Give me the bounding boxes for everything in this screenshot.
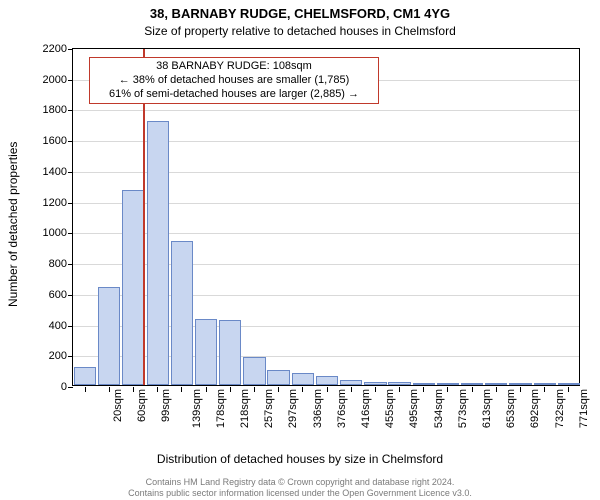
footer-line-1: Contains HM Land Registry data © Crown c… — [0, 477, 600, 487]
histogram-bar — [171, 241, 193, 385]
x-tick-label: 732sqm — [554, 389, 566, 428]
x-tick-mark — [423, 387, 424, 392]
y-tick-mark — [68, 264, 73, 265]
y-tick-mark — [68, 49, 73, 50]
histogram-bar — [413, 383, 435, 385]
histogram-bar — [388, 382, 410, 385]
x-tick-mark — [230, 387, 231, 392]
x-tick-mark — [544, 387, 545, 392]
x-tick-mark — [85, 387, 86, 392]
histogram-bar — [98, 287, 120, 385]
x-axis-label: Distribution of detached houses by size … — [0, 452, 600, 466]
histogram-bar — [243, 357, 265, 385]
chart-container: { "title": { "main": "38, BARNABY RUDGE,… — [0, 0, 600, 500]
x-tick-label: 20sqm — [112, 389, 124, 422]
x-tick-mark — [351, 387, 352, 392]
y-tick-mark — [68, 356, 73, 357]
histogram-bar — [292, 373, 314, 385]
info-box-line: 61% of semi-detached houses are larger (… — [96, 88, 372, 102]
chart-subtitle: Size of property relative to detached ho… — [0, 24, 600, 38]
x-tick-label: 534sqm — [433, 389, 445, 428]
histogram-bar — [340, 380, 362, 385]
x-tick-label: 573sqm — [457, 389, 469, 428]
x-tick-label: 99sqm — [161, 389, 173, 422]
histogram-bar — [219, 320, 241, 385]
plot-area: 0200400600800100012001400160018002000220… — [72, 48, 580, 386]
x-tick-mark — [399, 387, 400, 392]
y-tick-mark — [68, 203, 73, 204]
x-tick-mark — [568, 387, 569, 392]
x-tick-mark — [327, 387, 328, 392]
y-tick-mark — [68, 387, 73, 388]
x-tick-mark — [109, 387, 110, 392]
x-tick-label: 455sqm — [384, 389, 396, 428]
histogram-bar — [147, 121, 169, 385]
x-tick-mark — [520, 387, 521, 392]
x-tick-label: 60sqm — [136, 389, 148, 422]
x-tick-mark — [133, 387, 134, 392]
x-tick-label: 376sqm — [336, 389, 348, 428]
x-tick-mark — [302, 387, 303, 392]
x-tick-mark — [181, 387, 182, 392]
x-tick-mark — [375, 387, 376, 392]
info-box: 38 BARNABY RUDGE: 108sqm← 38% of detache… — [89, 57, 379, 104]
y-tick-mark — [68, 295, 73, 296]
histogram-bar — [195, 319, 217, 385]
x-tick-label: 218sqm — [239, 389, 251, 428]
x-tick-mark — [206, 387, 207, 392]
histogram-bar — [316, 376, 338, 385]
x-tick-label: 495sqm — [409, 389, 421, 428]
histogram-bar — [267, 370, 289, 385]
chart-title: 38, BARNABY RUDGE, CHELMSFORD, CM1 4YG — [0, 6, 600, 21]
x-tick-mark — [278, 387, 279, 392]
histogram-bar — [364, 382, 386, 385]
x-tick-label: 336sqm — [312, 389, 324, 428]
y-tick-mark — [68, 80, 73, 81]
y-tick-mark — [68, 141, 73, 142]
x-tick-label: 771sqm — [578, 389, 590, 428]
x-tick-label: 653sqm — [505, 389, 517, 428]
x-tick-mark — [496, 387, 497, 392]
y-tick-mark — [68, 110, 73, 111]
histogram-bar — [534, 383, 556, 385]
x-tick-mark — [157, 387, 158, 392]
info-box-line: ← 38% of detached houses are smaller (1,… — [96, 74, 372, 88]
y-tick-mark — [68, 326, 73, 327]
x-tick-label: 613sqm — [481, 389, 493, 428]
x-tick-label: 178sqm — [215, 389, 227, 428]
gridline — [73, 110, 579, 111]
y-tick-mark — [68, 233, 73, 234]
histogram-bar — [461, 383, 483, 385]
histogram-bar — [509, 383, 531, 385]
histogram-bar — [437, 383, 459, 385]
x-tick-mark — [447, 387, 448, 392]
x-tick-label: 416sqm — [360, 389, 372, 428]
footer-line-2: Contains public sector information licen… — [0, 488, 600, 498]
histogram-bar — [74, 367, 96, 385]
histogram-bar — [558, 383, 580, 385]
x-tick-label: 257sqm — [263, 389, 275, 428]
x-tick-label: 297sqm — [288, 389, 300, 428]
x-tick-mark — [254, 387, 255, 392]
histogram-bar — [485, 383, 507, 385]
x-tick-label: 139sqm — [191, 389, 203, 428]
y-tick-mark — [68, 172, 73, 173]
x-tick-mark — [472, 387, 473, 392]
info-box-line: 38 BARNABY RUDGE: 108sqm — [96, 60, 372, 74]
histogram-bar — [122, 190, 144, 385]
y-axis-label: Number of detached properties — [6, 142, 20, 307]
footer: Contains HM Land Registry data © Crown c… — [0, 477, 600, 498]
x-tick-label: 692sqm — [529, 389, 541, 428]
